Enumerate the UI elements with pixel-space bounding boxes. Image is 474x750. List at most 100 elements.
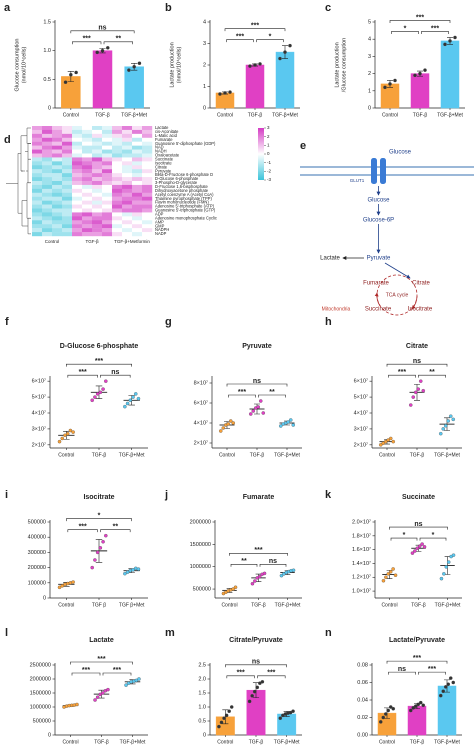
heatmap-cell <box>92 137 103 142</box>
heatmap-cell <box>62 161 73 166</box>
data-point <box>384 575 388 580</box>
bar <box>437 685 457 736</box>
heatmap-cell <box>102 173 113 178</box>
data-point <box>283 50 287 54</box>
data-point <box>278 716 283 720</box>
heatmap-cell <box>52 220 63 225</box>
data-point <box>71 580 75 584</box>
data-point <box>413 390 418 395</box>
y-tick-label: 6×10⁷ <box>32 378 46 385</box>
significance-bracket <box>102 672 132 676</box>
heatmap-cell <box>102 129 113 135</box>
heatmap-cell <box>52 145 63 150</box>
data-point <box>443 685 448 689</box>
row-label: Thiamine pyrophosphate (TPP) <box>155 196 213 201</box>
heatmap-cell <box>32 224 43 229</box>
heatmap-cell <box>132 129 143 135</box>
row-label: AMP <box>155 219 164 224</box>
data-point <box>137 677 141 681</box>
data-point <box>136 567 141 571</box>
heatmap-cell <box>112 126 123 131</box>
heatmap-cell <box>62 145 73 150</box>
x-tick-label: TGF-β <box>410 452 425 458</box>
heatmap-cell <box>92 184 103 190</box>
significance-bracket <box>224 28 286 32</box>
y-tick-label: 5 <box>368 19 371 25</box>
x-tick-label: TGF-β <box>411 602 426 608</box>
heatmap-cell <box>102 141 113 146</box>
y-tick-label: 2×10⁷ <box>32 441 46 448</box>
data-point <box>279 573 284 578</box>
heatmap-cell <box>92 126 103 131</box>
group-label: TGF-β <box>85 239 98 244</box>
heatmap-cell <box>142 200 153 205</box>
y-tick-label: 3×10⁷ <box>354 425 368 432</box>
heatmap-cell <box>122 153 133 158</box>
heatmap-cell <box>42 208 53 213</box>
significance-label: ns <box>398 666 406 673</box>
heatmap-cell <box>82 192 93 197</box>
heatmap-cell <box>112 181 123 186</box>
y-tick-label: 3 <box>368 54 371 60</box>
data-point <box>125 570 130 574</box>
heatmap-cell <box>42 145 53 150</box>
data-point <box>388 82 392 86</box>
chart-title: D-Glucose 6-phosphate <box>60 343 139 350</box>
heatmap-cell <box>112 204 123 209</box>
heatmap-cell <box>122 216 133 221</box>
heatmap-cell <box>132 157 143 162</box>
data-point <box>421 703 425 708</box>
data-point <box>278 424 283 428</box>
significance-bracket <box>256 39 284 43</box>
heatmap-cell <box>72 149 83 154</box>
heatmap-cell <box>142 216 153 221</box>
heatmap-cell <box>52 224 63 229</box>
arrow <box>384 262 411 279</box>
data-point <box>101 691 105 695</box>
y-tick-label: 0.5 <box>43 77 51 83</box>
heatmap-cell <box>142 153 153 158</box>
heatmap-cell <box>132 232 143 237</box>
heatmap-cell <box>62 181 73 186</box>
heatmap-cell <box>52 141 63 146</box>
significance-bracket <box>257 675 286 679</box>
data-point <box>408 403 413 407</box>
data-point <box>227 709 231 713</box>
transporter <box>380 158 386 184</box>
heatmap-cell <box>82 196 93 201</box>
data-point <box>95 695 100 699</box>
row-label: Oxaloacetate <box>155 153 180 158</box>
y-tick-label: 1.5 <box>43 19 51 25</box>
heatmap-cell <box>122 145 133 150</box>
heatmap-cell <box>132 153 143 158</box>
heatmap-cell <box>42 173 53 178</box>
heatmap-cell <box>72 126 83 131</box>
y-tick-label: 1.8×10⁷ <box>352 532 371 539</box>
data-point <box>63 433 67 438</box>
heatmap-cell <box>122 161 133 166</box>
y-tick-label: 0 <box>203 105 206 111</box>
y-tick-label: 1.6×10⁷ <box>352 546 371 553</box>
heatmap-cell <box>42 126 53 131</box>
x-tick-label: TGF-β+Met <box>120 739 146 745</box>
heatmap-cell <box>72 212 83 217</box>
data-point <box>388 569 393 574</box>
row-label: Dihydroxyacetone phosphate <box>155 188 209 193</box>
heatmap-cell <box>72 196 83 201</box>
panel-letter: c <box>325 2 331 14</box>
heatmap-cell <box>142 129 153 135</box>
heatmap-cell <box>72 192 83 197</box>
x-tick-label: Control <box>382 112 398 118</box>
heatmap-cell <box>92 141 103 146</box>
y-tick-label: 300000 <box>28 550 46 556</box>
x-tick-label: TGF-β <box>413 112 428 118</box>
heatmap-cell <box>132 196 143 201</box>
heatmap-cell <box>32 165 43 170</box>
heatmap-cell <box>132 200 143 205</box>
heatmap-cell <box>142 220 153 225</box>
x-tick-label: TGF-β <box>95 112 110 118</box>
heatmap-cell <box>82 177 93 182</box>
heatmap-cell <box>72 208 83 213</box>
significance-label: *** <box>95 358 103 365</box>
y-axis-label: /Glucose consumption <box>341 38 347 92</box>
